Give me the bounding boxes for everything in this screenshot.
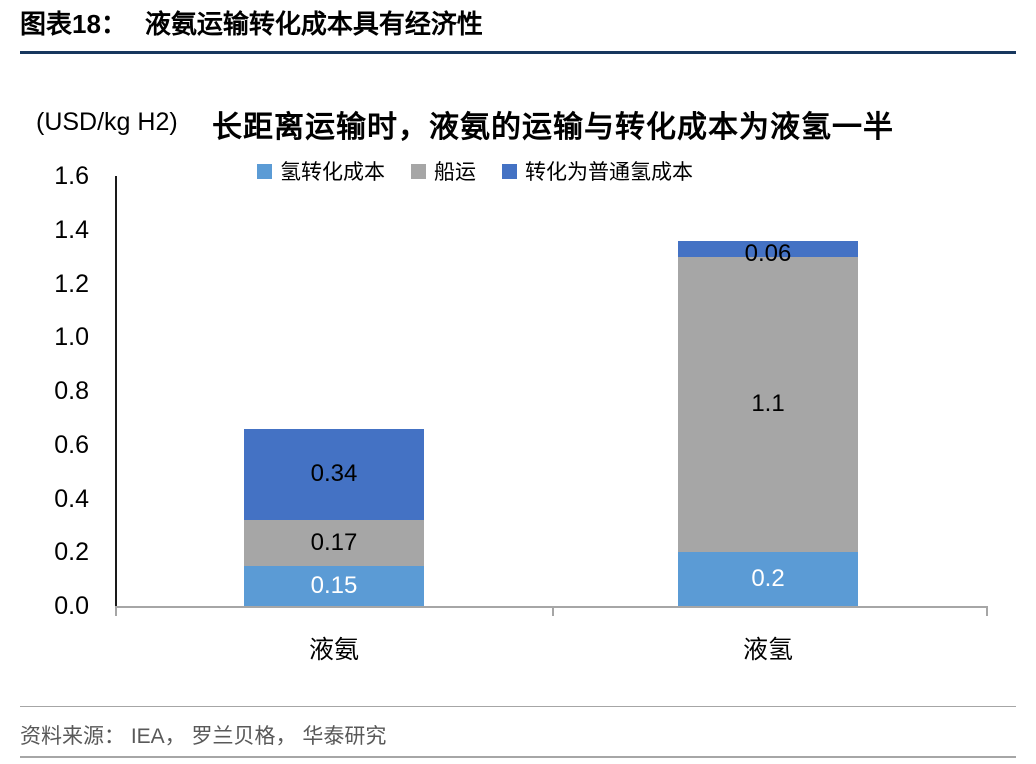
bar-segment: 0.06: [678, 240, 858, 266]
legend-label: 氢转化成本: [280, 161, 385, 184]
figure-header: 图表18： 液氨运输转化成本具有经济性: [20, 0, 1016, 54]
figure-number: 图表18：: [20, 9, 127, 39]
category-label: 液氢: [742, 636, 793, 664]
source-text: 资料来源： IEA， 罗兰贝格， 华泰研究: [20, 725, 387, 748]
bar-segment: 1.1: [678, 256, 858, 553]
y-axis-unit-label: (USD/kg H2): [36, 108, 178, 136]
bar-value-label: 0.15: [310, 571, 358, 599]
figure-title: 液氨运输转化成本具有经济性: [144, 9, 483, 39]
category-label: 液氨: [308, 636, 359, 664]
legend-item: 氢转化成本: [257, 156, 385, 186]
legend-label: 船运: [434, 161, 476, 184]
category-labels: 液氨 液氢: [117, 630, 985, 666]
plot-area: 0.0 0.2 0.4 0.6 0.8 1.0 1.2 1.4 1.6 0.15 0.17 0.34…: [54, 162, 988, 664]
stacked-bar: 0.2 1.1 0.06: [678, 240, 858, 606]
y-tick-label: 0.4: [54, 484, 89, 513]
legend-label: 转化为普通氢成本: [525, 161, 693, 184]
bottom-divider: [20, 756, 1016, 758]
legend: 氢转化成本 船运 转化为普通氢成本: [115, 156, 835, 186]
y-tick-label: 0.8: [54, 377, 89, 405]
y-tick-label: 1.4: [54, 215, 89, 244]
bar-value-label: 1.1: [751, 390, 785, 418]
x-axis-tick: [551, 608, 554, 616]
bar-slot: 0.2 1.1 0.06: [551, 176, 985, 606]
y-tick-label: 0.6: [54, 430, 89, 459]
legend-item: 转化为普通氢成本: [502, 156, 693, 186]
bars-row: 0.15 0.17 0.34 0.2 1.1 0.06: [117, 176, 985, 606]
bar-segment: 0.17: [244, 520, 424, 566]
bar-segment: 0.2: [678, 552, 858, 606]
source-footer: 资料来源： IEA， 罗兰贝格， 华泰研究: [20, 706, 1016, 750]
bar-value-label: 0.06: [744, 239, 792, 267]
x-axis-line: [115, 606, 988, 616]
legend-swatch-icon: [257, 163, 272, 179]
bar-segment: 0.15: [244, 565, 424, 606]
chart-title: 长距离运输时，液氨的运输与转化成本为液氢一半: [212, 111, 894, 144]
y-axis-labels: 0.0 0.2 0.4 0.6 0.8 1.0 1.2 1.4 1.6: [15, 162, 101, 620]
y-tick-label: 1.2: [54, 269, 89, 298]
legend-swatch-icon: [411, 163, 426, 179]
stacked-bar: 0.15 0.17 0.34: [244, 428, 424, 606]
bar-value-label: 0.34: [310, 460, 358, 488]
y-tick-label: 0.0: [54, 592, 89, 620]
y-tick-label: 1.6: [54, 162, 89, 190]
y-tick-label: 1.0: [54, 323, 89, 352]
x-axis-tick: [115, 608, 117, 616]
x-axis-tick: [986, 608, 988, 616]
bar-segment: 0.34: [244, 428, 424, 521]
bar-slot: 0.15 0.17 0.34: [117, 176, 551, 606]
y-tick-label: 0.2: [54, 538, 89, 567]
bar-value-label: 0.17: [310, 528, 358, 556]
legend-item: 船运: [411, 156, 476, 186]
legend-swatch-icon: [502, 163, 517, 179]
bar-value-label: 0.2: [751, 565, 785, 593]
